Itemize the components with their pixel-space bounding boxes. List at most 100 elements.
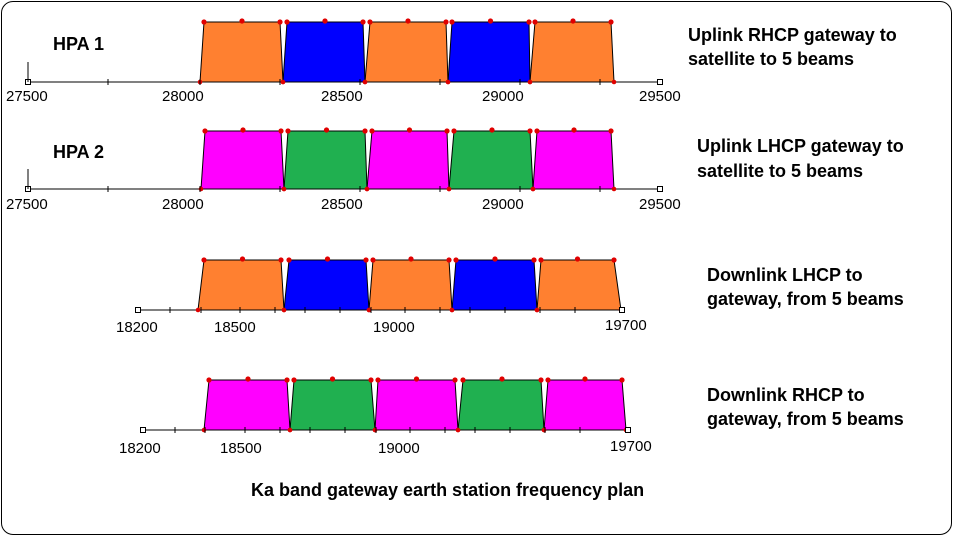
hpa1-bands: [197, 18, 617, 85]
hpa1-band-3: [364, 21, 449, 83]
hpa2-tick-28500: 28500: [321, 196, 363, 213]
downlink-lhcp-description-line1: Downlink LHCP to: [707, 265, 863, 285]
hpa1-band-5-base-marker-1: [527, 79, 533, 85]
hpa2-band-2-marker-3: [362, 128, 368, 134]
hpa1-band-5-marker-2: [570, 18, 576, 24]
downlink-lhcp-band-5-marker-2: [574, 256, 581, 262]
downlink-rhcp-axis-marks: [140, 427, 631, 433]
downlink-rhcp-band-5-base-marker-1: [541, 427, 547, 433]
hpa2-band-1-marker-2: [240, 127, 246, 133]
hpa2-band-4-marker-2: [489, 127, 495, 133]
downlink-lhcp-band-3-base-marker-1: [366, 307, 372, 313]
hpa2-band-5: [532, 130, 615, 190]
row-hpa1: HPA 1 27500 28000 28500 29000 29500 Upli…: [6, 18, 897, 105]
hpa2-tick-29500: 29500: [639, 196, 681, 213]
downlink-lhcp-band-5-marker-1: [538, 257, 544, 263]
hpa2-band-3-marker-1: [369, 128, 375, 134]
downlink-lhcp-band-5: [536, 259, 622, 311]
downlink-rhcp-band-5: [543, 379, 627, 431]
downlink-rhcp-axis-end-2: [625, 427, 631, 433]
downlink-lhcp-band-4: [451, 259, 538, 311]
downlink-rhcp-band-3: [374, 379, 459, 431]
hpa1-band-3-marker-2: [405, 18, 411, 24]
downlink-rhcp-tick-19000: 19000: [378, 440, 420, 457]
hpa1-tick-28500: 28500: [321, 88, 363, 105]
hpa1-band-3-marker-3: [443, 19, 449, 25]
hpa1-band-1: [199, 21, 284, 83]
footer-title: Ka band gateway earth station frequency …: [251, 480, 644, 500]
downlink-rhcp-band-4-marker-2: [499, 376, 505, 382]
hpa1-band-4: [447, 21, 531, 83]
downlink-rhcp-band-3-marker-2: [413, 376, 420, 382]
hpa2-band-1-marker-3: [278, 128, 284, 134]
hpa1-band-5: [529, 21, 615, 83]
hpa1-band-2-marker-2: [322, 18, 328, 24]
downlink-lhcp-description-line2: gateway, from 5 beams: [707, 289, 904, 309]
downlink-lhcp-axis-marks: [135, 307, 625, 313]
hpa2-band-2-marker-1: [285, 128, 291, 134]
downlink-rhcp-band-4-marker-1: [460, 377, 466, 383]
downlink-rhcp-tick-19700: 19700: [610, 438, 652, 455]
downlink-lhcp-band-2-marker-1: [286, 257, 292, 263]
downlink-rhcp-band-3-marker-3: [452, 377, 458, 383]
hpa2-band-5-marker-2: [571, 127, 577, 133]
downlink-rhcp-band-2-marker-3: [368, 377, 374, 383]
downlink-lhcp-band-3-marker-1: [370, 257, 376, 263]
hpa1-band-3-base-marker-1: [362, 79, 368, 85]
hpa1-tick-28000: 28000: [162, 88, 204, 105]
downlink-rhcp-band-2-marker-2: [329, 376, 336, 382]
hpa2-band-5-marker-1: [534, 128, 540, 134]
downlink-lhcp-band-1-marker-2: [239, 256, 246, 262]
hpa2-band-3-base-marker-1: [364, 186, 370, 192]
downlink-lhcp-tick-19700: 19700: [605, 317, 647, 334]
hpa2-band-3: [366, 130, 450, 190]
hpa2-band-2: [283, 130, 368, 190]
hpa1-band-4-marker-2: [487, 18, 494, 24]
hpa1-band-1-marker-2: [239, 18, 245, 24]
downlink-lhcp-tick-18500: 18500: [214, 319, 256, 336]
downlink-rhcp-band-4-base-marker-1: [455, 427, 461, 433]
downlink-rhcp-band-5-marker-3: [619, 377, 625, 383]
hpa1-axis-end-2: [657, 79, 663, 85]
hpa1-band-1-marker-3: [277, 19, 283, 25]
downlink-lhcp-band-2-base-marker-1: [281, 307, 287, 313]
hpa1-axis-marks: [25, 62, 663, 85]
downlink-rhcp-bands: [201, 376, 629, 433]
downlink-lhcp-band-5-base-marker-1: [534, 307, 540, 313]
hpa2-tick-27500: 27500: [6, 196, 48, 213]
hpa2-band-1-base-marker-1: [198, 186, 204, 192]
hpa1-band-4-marker-1: [449, 19, 455, 25]
hpa1-band-5-base-marker-2: [611, 79, 617, 85]
hpa1-description-line2: satellite to 5 beams: [688, 49, 854, 69]
downlink-lhcp-tick-18200: 18200: [116, 319, 158, 336]
downlink-rhcp-band-5-marker-1: [545, 377, 551, 383]
downlink-lhcp-band-4-marker-1: [453, 257, 459, 263]
downlink-lhcp-band-2-marker-3: [363, 257, 369, 263]
hpa1-band-2-base-marker-1: [280, 79, 286, 85]
hpa2-band-1: [200, 130, 285, 190]
downlink-rhcp-band-3-base-marker-1: [372, 427, 378, 433]
hpa1-band-5-marker-3: [608, 19, 614, 25]
hpa1-tick-27500: 27500: [6, 88, 48, 105]
hpa1-band-5-marker-1: [532, 19, 538, 25]
downlink-rhcp-band-1-marker-3: [284, 377, 290, 383]
row-downlink-lhcp: 18200 18500 19000 19700 Downlink LHCP to…: [116, 256, 904, 336]
downlink-lhcp-band-3-marker-2: [408, 256, 414, 262]
hpa2-band-3-marker-2: [406, 127, 413, 133]
downlink-rhcp-axis-end-1: [140, 427, 146, 433]
hpa2-band-4-marker-1: [451, 128, 457, 134]
hpa2-band-4-base-marker-1: [446, 186, 452, 192]
downlink-rhcp-band-1-marker-1: [206, 377, 212, 383]
hpa2-band-3-marker-3: [444, 128, 450, 134]
downlink-lhcp-band-2-marker-2: [324, 256, 331, 262]
row-hpa2: HPA 2 27500 28000 28500 29000 29500 Upli…: [6, 127, 904, 213]
hpa1-band-2: [282, 21, 366, 83]
downlink-lhcp-band-4-base-marker-1: [449, 307, 455, 313]
hpa2-description-line2: satellite to 5 beams: [697, 161, 863, 181]
hpa1-tick-29500: 29500: [639, 88, 681, 105]
hpa1-label: HPA 1: [53, 34, 104, 54]
hpa1-tick-29000: 29000: [482, 88, 524, 105]
downlink-lhcp-band-2: [283, 259, 370, 311]
downlink-lhcp-axis-end-1: [135, 307, 141, 313]
